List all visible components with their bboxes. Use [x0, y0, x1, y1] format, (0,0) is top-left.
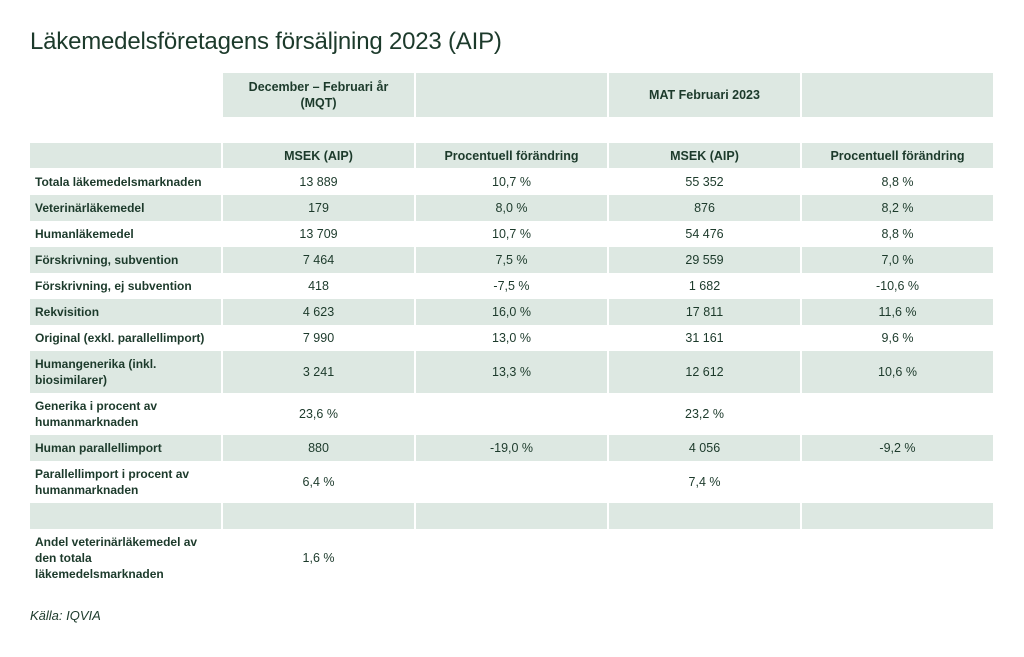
table-cell: 10,6 % [802, 351, 993, 393]
table-cell: 16,0 % [416, 299, 607, 325]
table-cell: 6,4 % [302, 475, 335, 489]
row-label: Parallellimport i procent av humanmarkna… [35, 467, 190, 497]
table-cell: -19,0 % [416, 435, 607, 461]
table-cell: 10,7 % [492, 175, 531, 189]
table-cell [416, 503, 607, 529]
table-cell: 8,0 % [416, 195, 607, 221]
table-cell: 4 056 [609, 435, 800, 461]
group-header-mat: MAT Februari 2023 [609, 73, 800, 117]
table-cell: 10,7 % [492, 227, 531, 241]
group-header-empty [802, 73, 993, 117]
table-cell: 418 [308, 279, 329, 293]
table-cell: 880 [223, 435, 414, 461]
table-cell: 3 241 [223, 351, 414, 393]
row-label: Förskrivning, ej subvention [35, 279, 192, 293]
table-cell: 13 709 [299, 227, 338, 241]
table-cell: -7,5 % [493, 279, 530, 293]
table-cell [223, 503, 414, 529]
page-title: Läkemedelsföretagens försäljning 2023 (A… [30, 28, 502, 55]
table-cell [802, 503, 993, 529]
table-cell [802, 393, 993, 435]
table-cell: 11,6 % [802, 299, 993, 325]
row-label: Rekvisition [30, 299, 221, 325]
table-cell: 9,6 % [881, 331, 914, 345]
table-cell: 8,8 % [881, 175, 914, 189]
row-label: Humangenerika (inkl. biosimilarer) [30, 351, 221, 393]
table-cell: 13,3 % [416, 351, 607, 393]
table-cell: -10,6 % [875, 279, 920, 293]
column-header-label [30, 143, 221, 168]
source-note: Källa: IQVIA [30, 608, 101, 623]
row-label [30, 503, 221, 529]
table-cell: 7,4 % [688, 475, 721, 489]
table-cell [416, 529, 607, 586]
table-cell [802, 529, 993, 586]
column-header: Procentuell förändring [802, 143, 993, 168]
column-header: MSEK (AIP) [609, 143, 800, 168]
row-label: Original (exkl. parallellimport) [35, 331, 205, 345]
row-label: Andel veterinärläkemedel av den totala l… [35, 534, 198, 581]
table-cell [416, 461, 607, 503]
table-cell: 31 161 [685, 331, 724, 345]
table-cell: -9,2 % [802, 435, 993, 461]
row-label: Humanläkemedel [35, 227, 134, 241]
table-cell: 7,0 % [802, 247, 993, 273]
table-cell: 1,6 % [302, 550, 335, 565]
column-header: Procentuell förändring [416, 143, 607, 168]
table-cell: 29 559 [609, 247, 800, 273]
table-cell: 8,2 % [802, 195, 993, 221]
table-cell: 23,2 % [685, 407, 724, 421]
table-cell: 8,8 % [881, 227, 914, 241]
table-cell: 13 889 [299, 175, 338, 189]
table-cell: 7 464 [223, 247, 414, 273]
row-label: Veterinärläkemedel [30, 195, 221, 221]
row-label: Generika i procent av humanmarknaden [35, 399, 158, 429]
table-cell: 876 [609, 195, 800, 221]
table-cell [609, 503, 800, 529]
table-cell [416, 393, 607, 435]
row-label: Förskrivning, subvention [30, 247, 221, 273]
table-cell: 17 811 [609, 299, 800, 325]
table-cell: 7,5 % [416, 247, 607, 273]
group-header-mqt: December – Februari år (MQT) [223, 73, 414, 117]
table-cell: 55 352 [685, 175, 724, 189]
column-header: MSEK (AIP) [223, 143, 414, 168]
table-cell: 7 990 [302, 331, 335, 345]
table-cell: 179 [223, 195, 414, 221]
group-header-empty [416, 73, 607, 117]
row-label: Human parallellimport [30, 435, 221, 461]
table-cell: 13,0 % [492, 331, 531, 345]
table-cell: 1 682 [688, 279, 721, 293]
table-cell: 4 623 [223, 299, 414, 325]
table-cell: 54 476 [685, 227, 724, 241]
table-cell: 23,6 % [299, 407, 338, 421]
table-cell: 12 612 [609, 351, 800, 393]
table-cell [609, 529, 800, 586]
row-label: Totala läkemedelsmarknaden [35, 175, 202, 189]
table-cell [802, 461, 993, 503]
